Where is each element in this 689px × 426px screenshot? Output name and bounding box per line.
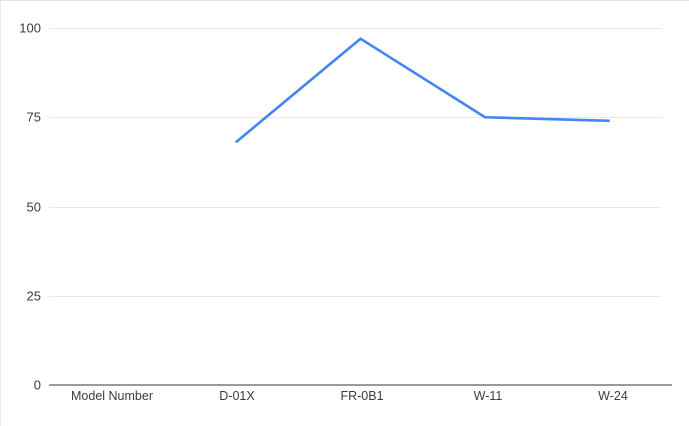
y-tick-label-0: 0 bbox=[33, 377, 41, 393]
x-tick-label-w-11: W-11 bbox=[473, 389, 503, 403]
x-tick-label-model-number: Model Number bbox=[71, 389, 153, 403]
series-layer bbox=[235, 37, 610, 144]
plot-area: 100 75 50 25 0 Model Number D-01X FR-0B1… bbox=[19, 21, 672, 403]
x-tick-label-w-24: W-24 bbox=[598, 389, 628, 403]
gridline-25 bbox=[49, 295, 662, 297]
gridline-100 bbox=[49, 28, 662, 29]
x-tick-label-d-01x: D-01X bbox=[219, 389, 255, 403]
x-axis-baseline bbox=[49, 384, 672, 386]
y-tick-label-25: 25 bbox=[26, 288, 41, 304]
y-tick-label-75: 75 bbox=[26, 109, 41, 125]
gridline-50 bbox=[49, 206, 662, 208]
y-tick-label-100: 100 bbox=[19, 20, 41, 36]
x-tick-label-fr-0b1: FR-0B1 bbox=[340, 389, 384, 403]
y-tick-label-50: 50 bbox=[26, 199, 41, 214]
series-line-1 bbox=[235, 37, 610, 144]
gridline-75 bbox=[49, 117, 662, 119]
